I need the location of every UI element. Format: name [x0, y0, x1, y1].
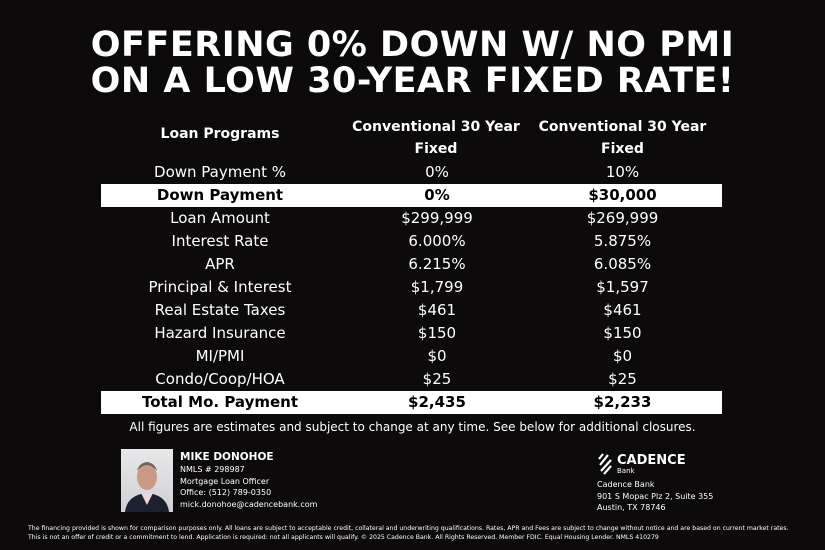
table-row: Down Payment % 0% 10%: [101, 161, 722, 184]
table-row: MI/PMI $0 $0: [101, 345, 722, 368]
value-option-2: 10%: [605, 163, 640, 181]
value-option-1: $25: [422, 370, 452, 388]
row-label: Total Mo. Payment: [141, 393, 299, 411]
table-row: Real Estate Taxes $461 $461: [101, 299, 722, 322]
row-label: Principal & Interest: [148, 278, 292, 296]
loan-officer-photo: [121, 449, 173, 512]
value-option-2: $269,999: [586, 209, 659, 227]
value-option-2: $150: [603, 324, 642, 342]
value-option-2: $0: [612, 347, 633, 365]
row-label: Hazard Insurance: [154, 324, 286, 342]
cadence-logo: CADENCE Bank: [597, 452, 713, 476]
officer-phone[interactable]: Office: (512) 789-0350: [180, 488, 272, 497]
value-option-2: $30,000: [588, 186, 657, 204]
row-label: Down Payment %: [154, 163, 286, 181]
value-option-2: 5.875%: [593, 232, 652, 250]
value-option-2: $1,597: [596, 278, 649, 296]
officer-nmls: NMLS # 298987: [180, 465, 245, 474]
value-option-2: 6.085%: [593, 255, 652, 273]
officer-name: MIKE DONOHOE: [180, 451, 274, 463]
row-label: APR: [205, 255, 235, 273]
table-row: APR 6.215% 6.085%: [101, 253, 722, 276]
legal-disclaimer: The financing provided is shown for comp…: [28, 525, 789, 541]
row-label: Condo/Coop/HOA: [155, 370, 285, 388]
header-column-1: Conventional 30 Year Fixed: [352, 119, 520, 157]
bank-address-line-2: Austin, TX 78746: [597, 503, 666, 512]
row-label: Loan Amount: [170, 209, 270, 227]
value-option-2: $25: [608, 370, 637, 388]
value-option-1: 0%: [425, 163, 449, 181]
headline-line-1: OFFERING 0% DOWN W/ NO PMI: [90, 25, 735, 65]
bank-address-line-1: 901 S Mopac Plz 2, Suite 355: [597, 491, 714, 501]
value-option-1: $1,799: [410, 278, 464, 296]
cadence-logo-icon: [598, 453, 612, 475]
value-option-1: $461: [417, 301, 457, 319]
value-option-1: $150: [417, 324, 457, 342]
header-column-2: Conventional 30 Year Fixed: [538, 119, 707, 157]
estimate-note: All figures are estimates and subject to…: [129, 420, 696, 434]
value-option-1: 6.215%: [408, 255, 466, 273]
table-row: Total Mo. Payment $2,435 $2,233: [101, 391, 722, 414]
value-option-2: $2,233: [593, 393, 652, 411]
headline-line-2: ON A LOW 30-YEAR FIXED RATE!: [90, 61, 735, 101]
table-row: Down Payment 0% $30,000: [101, 184, 722, 207]
row-label: Interest Rate: [171, 232, 269, 250]
table-row: Principal & Interest $1,799 $1,597: [101, 276, 722, 299]
officer-email[interactable]: mick.donohoe@cadencebank.com: [180, 499, 318, 509]
bank-info: CADENCE Bank Cadence Bank 901 S Mopac Plz…: [597, 452, 713, 514]
table-row: Hazard Insurance $150 $150: [101, 322, 722, 345]
officer-title: Mortgage Loan Officer: [180, 476, 270, 486]
row-label: Real Estate Taxes: [154, 301, 286, 319]
row-label: Down Payment: [156, 186, 284, 204]
header-loan-programs: Loan Programs: [160, 126, 280, 142]
value-option-1: 0%: [424, 186, 450, 204]
value-option-1: $2,435: [408, 393, 466, 411]
table-row: Interest Rate 6.000% 5.875%: [101, 230, 722, 253]
value-option-2: $461: [603, 301, 642, 319]
table-row: Condo/Coop/HOA $25 $25: [101, 368, 722, 391]
bank-name: Cadence Bank: [597, 480, 655, 489]
table-row: Loan Amount $299,999 $269,999: [101, 207, 722, 230]
value-option-1: 6.000%: [408, 232, 466, 250]
value-option-1: $0: [427, 347, 447, 365]
contact-info: MIKE DONOHOE NMLS # 298987 Mortgage Loan…: [180, 450, 317, 510]
value-option-1: $299,999: [401, 209, 473, 227]
row-label: MI/PMI: [195, 347, 245, 365]
